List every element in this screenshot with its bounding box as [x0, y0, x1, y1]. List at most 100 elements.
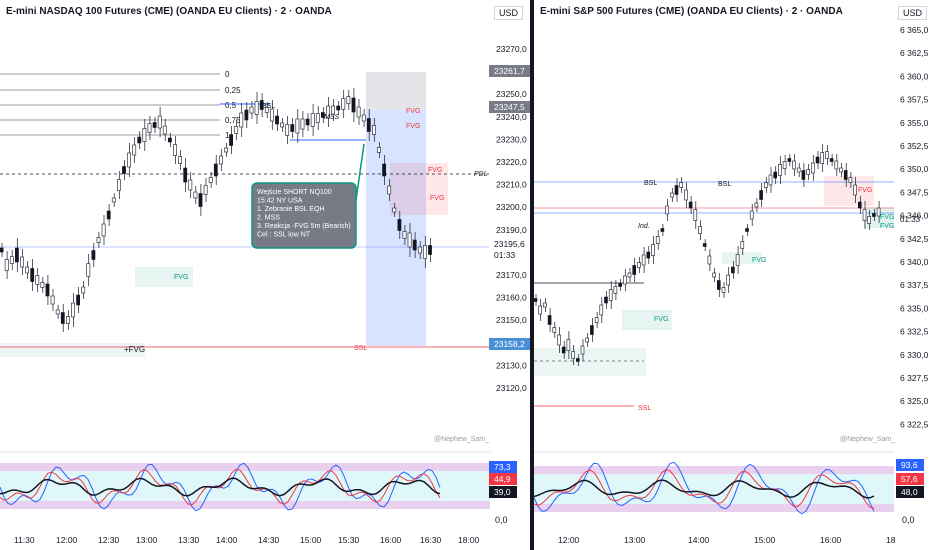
watermark: @Nephew_Sam_	[434, 436, 489, 443]
price-tick: 23120,0	[496, 383, 527, 393]
candle-body-right	[665, 205, 669, 215]
price-tick-right: 6 360,0	[900, 71, 929, 81]
candle-body	[285, 124, 290, 136]
candle-body	[20, 256, 24, 268]
price-tick: 23130,0	[496, 360, 527, 370]
osc-tag-right: 57,6	[901, 474, 918, 484]
candle-body	[213, 163, 218, 177]
candle-body-right	[843, 170, 848, 180]
candle-body-right	[853, 184, 857, 196]
candle-body	[219, 155, 223, 165]
candle-body-right	[566, 339, 571, 351]
price-tick-right: 6 332,5	[900, 327, 929, 337]
fvg-zone-green-2	[0, 343, 145, 357]
time-axis-right[interactable]: 12:00 13:00 14:00 15:00 16:00 18	[558, 535, 896, 545]
plus-fvg-label: +FVG	[124, 345, 145, 354]
time-tick: 12:00	[56, 535, 78, 545]
candle-body	[244, 109, 249, 121]
fvg-label-2: FVG	[406, 123, 420, 130]
candle-body	[147, 123, 152, 133]
osc-line	[0, 477, 441, 497]
mss-label: MSS	[324, 114, 340, 121]
fib-label: 1	[225, 131, 230, 140]
candle-body	[234, 126, 239, 134]
price-tick: 23220,0	[496, 157, 527, 167]
candle-body-right	[655, 236, 660, 244]
price-tick-right: 6 337,5	[900, 280, 929, 290]
note-line: 3. Reakcja -FVG 5m (Bearish)	[257, 223, 351, 230]
candle-body-right	[547, 315, 552, 325]
candle-body	[264, 107, 269, 113]
candle-body-right	[613, 286, 618, 294]
nasdaq-price-chart[interactable]: 0 0,25 0,5 0,75 1 BSL MSS FVG FVG FVG FVG FV…	[0, 0, 530, 550]
candle-body-right	[684, 189, 688, 201]
candle-body	[86, 263, 91, 277]
osc-zero-label-right: 0,0	[902, 515, 915, 525]
candle-body-right	[604, 296, 608, 304]
candle-body	[111, 197, 116, 203]
candle-body	[224, 147, 228, 153]
price-tick-right: 6 322,5	[900, 419, 929, 429]
fib-lines: 0 0,25 0,5 0,75 1	[0, 70, 241, 140]
pane-divider[interactable]	[530, 0, 534, 550]
osc-mid-band-right	[534, 474, 894, 504]
candle-body-right	[543, 302, 547, 308]
candle-body-right	[712, 272, 716, 278]
sp500-price-chart[interactable]: BSL BSL Ind. FVG FVG FVG FVG FVG SSL @Ne…	[534, 0, 932, 550]
price-tick-right: 6 352,5	[900, 141, 929, 151]
candle-body	[35, 275, 40, 285]
time-tick: 11:30	[14, 535, 35, 545]
fvg-zone-red	[390, 163, 448, 215]
nasdaq-chart-title: E-mini NASDAQ 100 Futures (CME) (OANDA E…	[6, 6, 332, 17]
candle-body	[305, 118, 310, 126]
osc-tag-bg	[489, 461, 517, 473]
price-tick: 23160,0	[496, 293, 527, 303]
price-tick-right: 6 325,0	[900, 396, 929, 406]
candle-body-right	[740, 241, 745, 249]
price-tag: 23247,5	[494, 102, 525, 112]
currency-button[interactable]: USD	[494, 6, 524, 20]
price-tag-bg	[489, 238, 530, 250]
candle-body-right	[749, 210, 754, 220]
price-tick: 23240,0	[496, 112, 527, 122]
price-tick-right: 6 330,0	[900, 350, 929, 360]
nasdaq-chart-pane[interactable]: E-mini NASDAQ 100 Futures (CME) (OANDA E…	[0, 0, 530, 550]
candle-body	[9, 256, 14, 264]
price-tag: 23158,2	[494, 339, 525, 349]
candle-body	[168, 137, 172, 143]
candle-body	[137, 136, 142, 144]
time-tick: 15:00	[300, 535, 322, 545]
price-tick: 23250,0	[496, 89, 527, 99]
time-tick: 16:00	[380, 535, 402, 545]
osc-oversold-band	[0, 501, 490, 509]
currency-button-right[interactable]: USD	[898, 6, 928, 20]
candle-body-right	[764, 182, 768, 188]
price-axis-right[interactable]: 6 365,0 6 362,5 6 360,0 6 357,5 6 355,0 6 352…	[900, 25, 929, 429]
candle-body-right	[674, 185, 679, 195]
candle-body-right	[731, 266, 735, 274]
sp500-chart-title: E-mini S&P 500 Futures (CME) (OANDA EU C…	[540, 6, 843, 17]
candle-body-right	[759, 190, 763, 200]
price-tick-right: 6 347,5	[900, 187, 929, 197]
candle-body-right	[872, 213, 876, 217]
price-tick-right: 6 346,0	[900, 211, 929, 221]
fvg-label-5: FVG	[174, 274, 188, 281]
candle-body	[315, 113, 320, 123]
candle-body	[183, 167, 188, 183]
candle-body	[249, 106, 254, 114]
fvg-label-right-3: FVG	[880, 223, 894, 230]
candle-body-right	[787, 158, 792, 162]
candle-body	[254, 101, 259, 115]
candle-body	[290, 124, 295, 132]
sp500-chart-pane[interactable]: E-mini S&P 500 Futures (CME) (OANDA EU C…	[534, 0, 932, 550]
price-tick: 23210,0	[496, 180, 527, 190]
fvg-label-3: FVG	[428, 167, 442, 174]
osc-overbought-band-right	[534, 466, 894, 474]
candle-body	[55, 309, 60, 315]
candle-body-right	[698, 226, 702, 234]
price-tick-right: 6 355,0	[900, 118, 929, 128]
time-axis[interactable]: 11:30 12:00 12:30 13:00 13:30 14:00 14:30 15:00…	[14, 535, 480, 545]
candle-body	[142, 128, 147, 142]
candle-body-right	[806, 169, 810, 175]
